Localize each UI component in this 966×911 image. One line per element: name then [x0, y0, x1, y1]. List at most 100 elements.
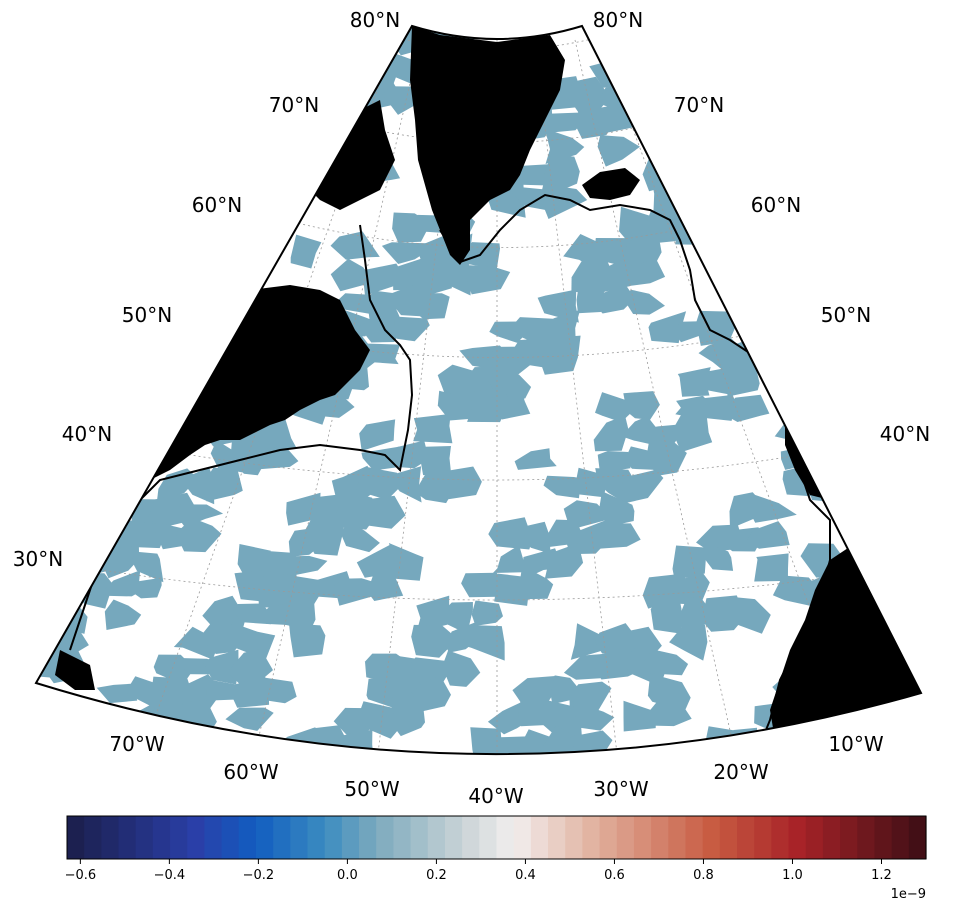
field-patch [206, 244, 249, 270]
field-patch [669, 162, 716, 188]
field-patch [677, 758, 709, 788]
field-patch [102, 207, 143, 240]
field-patch [55, 364, 88, 398]
lon-label-30w: 30°W [593, 777, 648, 801]
map-area [25, 26, 921, 815]
field-patch [286, 134, 319, 162]
field-patch [823, 85, 870, 114]
field-patch [494, 736, 531, 755]
colorbar-cell [170, 816, 188, 859]
field-patch [748, 82, 788, 107]
field-patch [908, 284, 921, 322]
colorbar-multiplier: 1e−9 [891, 887, 926, 902]
colorbar-cell [324, 816, 343, 859]
colorbar-cell [444, 816, 463, 859]
field-patch [774, 55, 819, 86]
field-patch [180, 101, 225, 136]
field-patch [514, 448, 557, 470]
field-patch [25, 784, 67, 805]
field-patch [856, 361, 894, 398]
field-patch [540, 752, 582, 755]
field-patch [778, 336, 815, 375]
scandinavia [730, 230, 830, 330]
field-patch [459, 625, 505, 661]
field-patch [206, 81, 247, 111]
field-patch [36, 26, 63, 58]
field-patch [97, 78, 146, 113]
field-patch [879, 492, 921, 530]
colorbar-gradient [67, 816, 927, 859]
lat-label-60n-left: 60°N [192, 193, 242, 217]
field-patch [853, 187, 895, 217]
colorbar-tick-label: −0.4 [154, 868, 186, 883]
field-patch [799, 30, 846, 59]
field-patch [492, 395, 531, 420]
iceland [582, 168, 640, 200]
colorbar-cell [633, 816, 652, 859]
field-patch [675, 784, 719, 815]
field-patch [413, 413, 453, 444]
field-patch [147, 153, 191, 192]
lat-labels-right: 80°N 70°N 60°N 50°N 40°N [593, 8, 930, 446]
field-patch [359, 419, 396, 451]
colorbar-tick-label: 1.2 [871, 868, 892, 883]
field-patch [225, 707, 274, 731]
field-patch [287, 755, 326, 785]
caribbean-islands [55, 650, 95, 690]
lat-label-40n-right: 40°N [880, 422, 930, 446]
field-patch [727, 362, 760, 397]
colorbar-tick-label: 1.0 [782, 868, 803, 883]
europe-coast [790, 330, 860, 410]
lat-label-60n-right: 60°N [751, 193, 801, 217]
colorbar-cell [771, 816, 790, 859]
field-patch [850, 161, 896, 188]
field-patch [56, 259, 82, 297]
field-patch [727, 108, 769, 141]
field-patch [340, 520, 380, 553]
field-patch [254, 27, 297, 61]
field-patch [75, 337, 116, 375]
field-patch [650, 30, 686, 62]
field-patch [675, 183, 711, 218]
field-patch [174, 75, 225, 110]
field-patch [463, 242, 500, 270]
field-patch [854, 493, 896, 529]
field-patch [779, 289, 816, 319]
lat-label-80n-right: 80°N [593, 8, 643, 32]
colorbar-cell [496, 816, 515, 859]
field-patch [470, 727, 502, 755]
lat-label-80n-left: 80°N [350, 8, 400, 32]
field-patch [202, 595, 246, 630]
field-patch [853, 389, 890, 425]
field-patch [387, 466, 422, 503]
colorbar-cell [857, 816, 876, 859]
colorbar-cell [359, 816, 377, 859]
field-patch [36, 602, 57, 630]
field-patch [47, 156, 87, 188]
field-patch [330, 258, 375, 292]
colorbar-cell [101, 816, 120, 859]
field-patch [49, 755, 91, 787]
field-patch [439, 466, 482, 500]
field-patch [653, 183, 690, 215]
field-patch [381, 242, 427, 264]
field-patch [176, 260, 219, 294]
field-patch [387, 543, 424, 581]
field-patch [642, 649, 689, 676]
field-patch [36, 387, 60, 427]
field-patch [258, 676, 297, 704]
field-patch [801, 186, 846, 213]
field-patch [124, 520, 166, 549]
field-patch [696, 782, 739, 805]
field-patch [643, 52, 687, 80]
field-patch [545, 309, 581, 344]
field-patch [495, 757, 527, 779]
field-patch [364, 495, 406, 529]
field-patch [441, 753, 476, 755]
colorbar-cell [462, 816, 480, 859]
field-patch [355, 467, 400, 500]
field-patch [881, 158, 920, 193]
field-patch [595, 28, 629, 56]
colorbar-tick-label: 0.6 [604, 868, 625, 883]
field-patch [798, 55, 841, 86]
